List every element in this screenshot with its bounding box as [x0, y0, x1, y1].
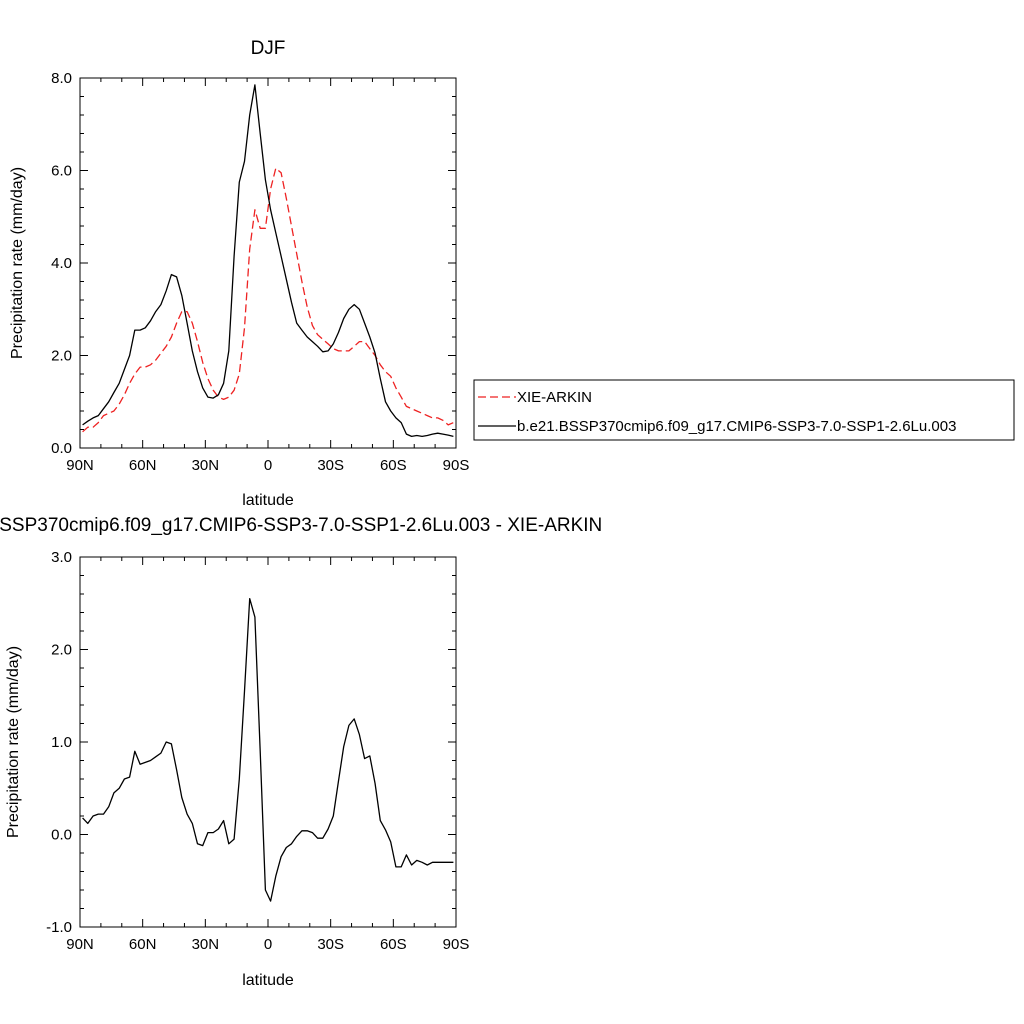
x-tick-label: 0	[264, 936, 272, 953]
y-tick-label: 6.0	[51, 163, 72, 180]
legend-label: b.e21.BSSP370cmip6.f09_g17.CMIP6-SSP3-7.…	[517, 418, 956, 435]
plot-2: b.e21.BSSP370cmip6.f09_g17.CMIP6-SSP3-7.…	[0, 515, 602, 989]
x-tick-label: 60S	[380, 457, 407, 474]
chart-title: b.e21.BSSP370cmip6.f09_g17.CMIP6-SSP3-7.…	[0, 515, 602, 536]
y-tick-label: -1.0	[46, 919, 72, 936]
chart-title: DJF	[251, 38, 286, 59]
x-tick-label: 90S	[443, 457, 470, 474]
series-line-model	[82, 597, 454, 902]
x-tick-label: 90N	[66, 936, 94, 953]
y-tick-label: 0.0	[51, 827, 72, 844]
y-axis-label: Precipitation rate (mm/day)	[5, 646, 22, 838]
plot-1: DJF 90N 60N 30N 0 30S 60S 90S 0.0 2.0 4.0 6.0 8.0 lat…	[9, 38, 1015, 509]
x-tick-label: 60N	[129, 457, 157, 474]
x-tick-label: 60N	[129, 936, 157, 953]
x-tick-label: 30N	[192, 457, 220, 474]
x-axis-label: latitude	[242, 972, 294, 989]
y-tick-label: 3.0	[51, 549, 72, 566]
legend: XIE-ARKIN b.e21.BSSP370cmip6.f09_g17.CMIP…	[473, 379, 1015, 441]
legend-box	[473, 379, 1015, 441]
x-tick-label: 60S	[380, 936, 407, 953]
y-tick-label: 4.0	[51, 255, 72, 272]
plot-frame	[79, 556, 457, 928]
x-tick-label: 90S	[443, 936, 470, 953]
y-axis-label: Precipitation rate (mm/day)	[9, 167, 26, 359]
y-tick-label: 2.0	[51, 642, 72, 659]
y-tick-label: 1.0	[51, 734, 72, 751]
x-tick-label: 0	[264, 457, 272, 474]
y-tick-label: 0.0	[51, 440, 72, 457]
series-line-model	[82, 84, 454, 438]
plot-frame	[79, 77, 457, 449]
series-line-xie-arkin	[82, 167, 454, 433]
x-tick-label: 90N	[66, 457, 94, 474]
x-tick-label: 30S	[317, 457, 344, 474]
y-tick-label: 2.0	[51, 348, 72, 365]
legend-label: XIE-ARKIN	[517, 389, 592, 406]
x-axis-label: latitude	[242, 492, 294, 509]
y-tick-label: 8.0	[51, 70, 72, 87]
x-tick-label: 30N	[192, 936, 220, 953]
x-tick-label: 30S	[317, 936, 344, 953]
